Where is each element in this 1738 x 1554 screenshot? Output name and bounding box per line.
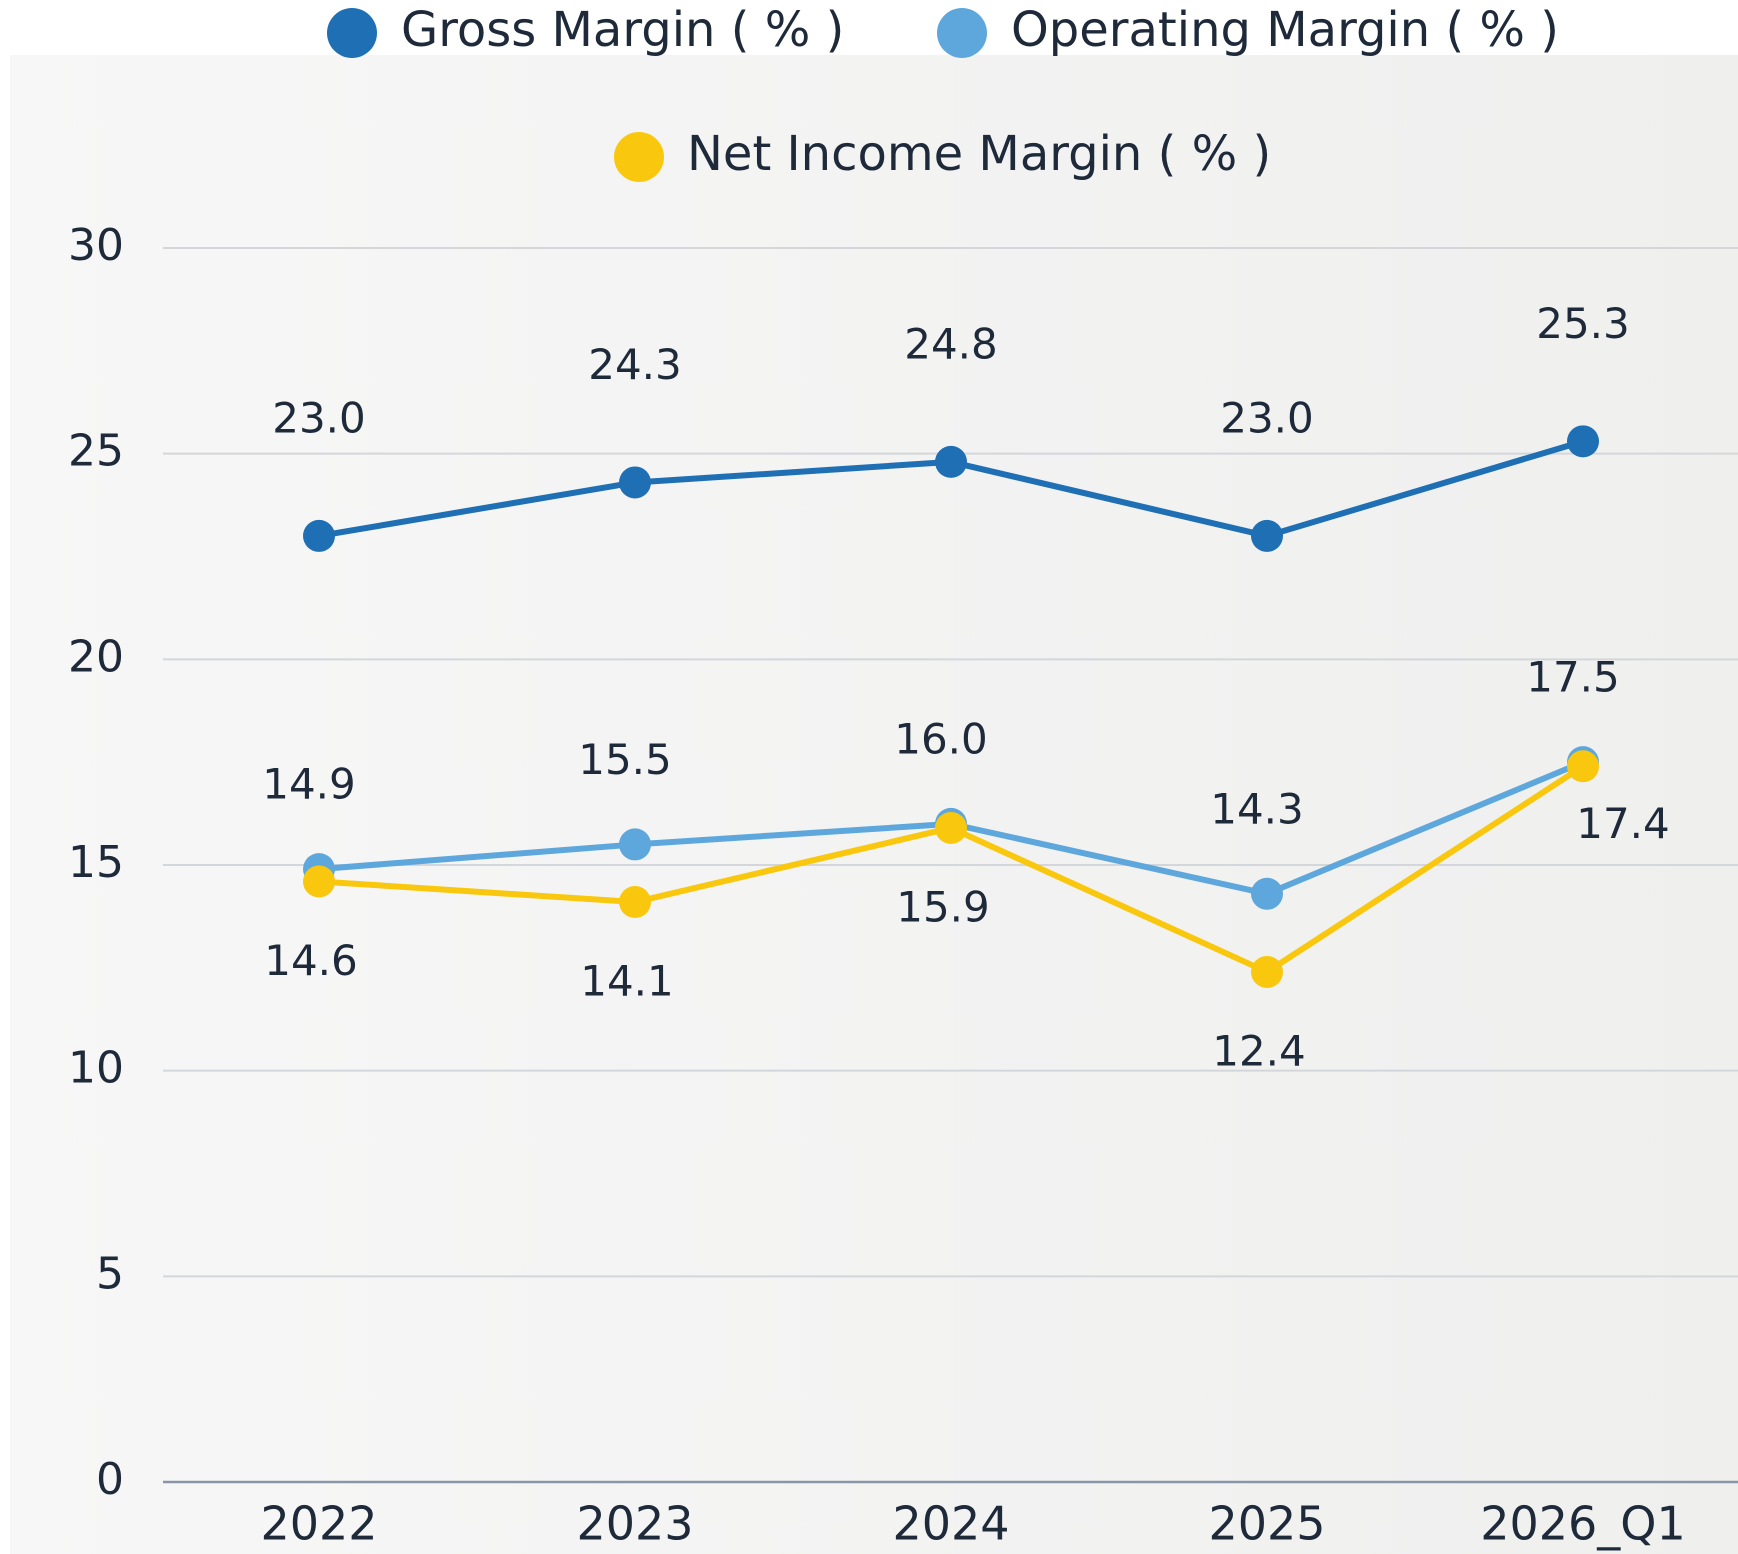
data-label: 15.9 [896,882,990,931]
legend-label: Gross Margin ( % ) [401,2,844,58]
y-tick-label: 0 [96,1454,124,1505]
data-label: 17.5 [1526,653,1620,702]
legend-marker [937,8,987,58]
data-label: 24.8 [904,319,998,368]
data-point [1567,750,1599,783]
x-tick-label: 2023 [576,1497,693,1551]
data-point [1251,877,1283,910]
data-label: 14.9 [262,760,356,809]
y-tick-label: 20 [68,631,124,682]
y-tick-label: 15 [68,837,124,888]
x-tick-label: 2026_Q1 [1480,1497,1686,1551]
data-point [303,865,335,898]
data-point [935,445,967,478]
data-label: 17.4 [1576,799,1670,848]
data-label: 23.0 [272,393,366,442]
y-tick-label: 30 [68,220,124,271]
legend-label: Net Income Margin ( % ) [687,126,1271,182]
data-label: 14.6 [264,936,358,985]
data-label: 16.0 [894,714,988,763]
data-label: 23.0 [1220,393,1314,442]
data-label: 24.3 [588,340,682,389]
legend-marker [327,8,377,58]
x-tick-label: 2022 [260,1497,377,1551]
legend-marker [614,132,664,182]
y-tick-label: 10 [68,1043,124,1094]
data-point [619,828,651,861]
data-point [619,466,651,499]
data-label: 14.1 [580,957,674,1006]
data-label: 15.5 [578,735,672,784]
x-tick-label: 2024 [892,1497,1009,1551]
data-label: 14.3 [1210,784,1304,833]
data-point [1251,955,1283,988]
data-point [1251,519,1283,552]
y-tick-label: 5 [96,1248,124,1299]
data-point [303,519,335,552]
data-point [935,811,967,844]
legend-label: Operating Margin ( % ) [1011,2,1559,58]
x-tick-label: 2025 [1208,1497,1325,1551]
y-tick-label: 25 [68,426,124,477]
data-point [619,886,651,919]
data-label: 25.3 [1536,299,1630,348]
data-label: 12.4 [1212,1026,1306,1075]
plot-background [10,55,1738,1554]
data-point [1567,425,1599,458]
